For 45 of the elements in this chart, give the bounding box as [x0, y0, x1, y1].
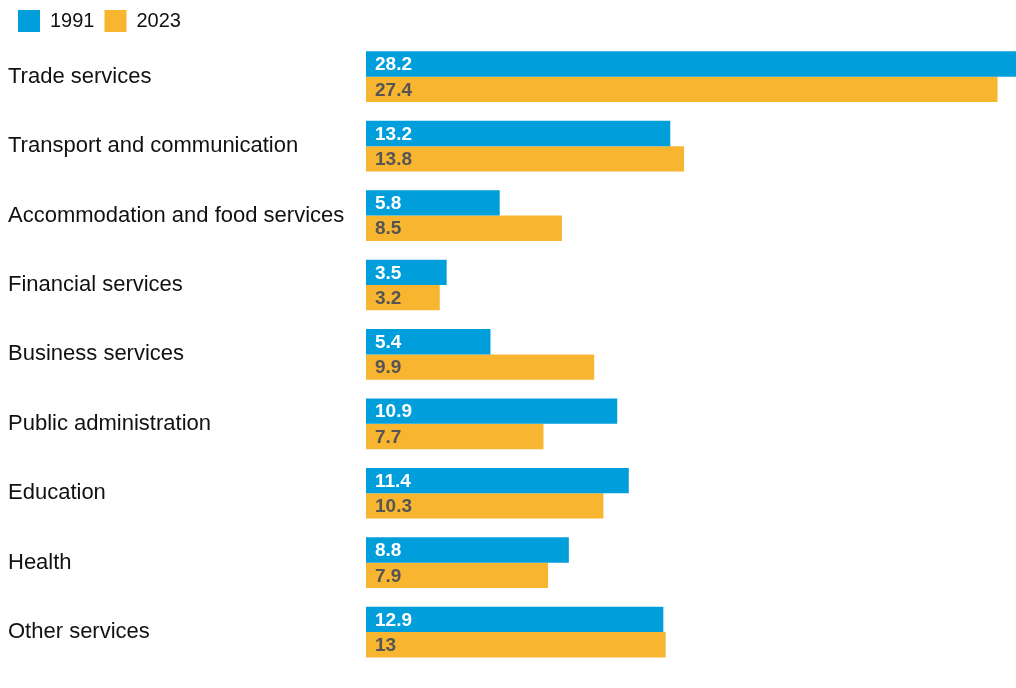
data-label: 5.8: [375, 192, 402, 214]
bar: [366, 329, 491, 355]
data-label: 8.5: [375, 217, 402, 239]
y-tick-label: Education: [8, 479, 106, 505]
y-tick-label: Trade services: [8, 62, 152, 88]
data-label: 7.9: [375, 564, 402, 586]
data-label: 13: [375, 633, 397, 655]
data-label: 28.2: [375, 53, 412, 75]
bar: [366, 493, 604, 519]
bar: [366, 120, 671, 147]
bar: [366, 76, 998, 103]
data-label: 3.5: [375, 261, 402, 283]
y-tick-label: Public administration: [8, 409, 211, 435]
bar: [366, 562, 549, 589]
bar: [366, 606, 664, 633]
legend-label: 1991: [50, 8, 95, 31]
data-label: 13.2: [375, 122, 412, 144]
bar: [366, 398, 618, 424]
y-tick-label: Health: [8, 548, 72, 574]
legend-label: 2023: [136, 8, 181, 31]
data-label: 10.9: [375, 400, 412, 422]
data-label: 27.4: [375, 78, 413, 100]
bar: [366, 215, 562, 241]
y-tick-label: Transport and communication: [8, 132, 299, 158]
data-label: 8.8: [375, 539, 402, 561]
data-label: 10.3: [375, 495, 412, 517]
data-label: 7.7: [375, 425, 402, 447]
data-label: 3.2: [375, 286, 402, 308]
bar: [366, 467, 629, 494]
y-tick-label: Accommodation and food services: [8, 201, 345, 227]
bar: [366, 51, 1016, 77]
bar: [366, 423, 544, 450]
bar: [366, 632, 666, 658]
bar: [366, 190, 500, 216]
data-label: 12.9: [375, 608, 412, 630]
data-label: 11.4: [375, 469, 412, 491]
data-label: 9.9: [375, 356, 402, 378]
bar: [366, 537, 569, 563]
y-tick-label: Other services: [8, 618, 150, 644]
bar: [366, 146, 685, 172]
y-tick-label: Financial services: [8, 271, 183, 297]
data-label: 13.8: [375, 148, 412, 170]
bar: [366, 354, 595, 380]
data-label: 5.4: [375, 330, 402, 352]
y-tick-label: Business services: [8, 340, 185, 366]
